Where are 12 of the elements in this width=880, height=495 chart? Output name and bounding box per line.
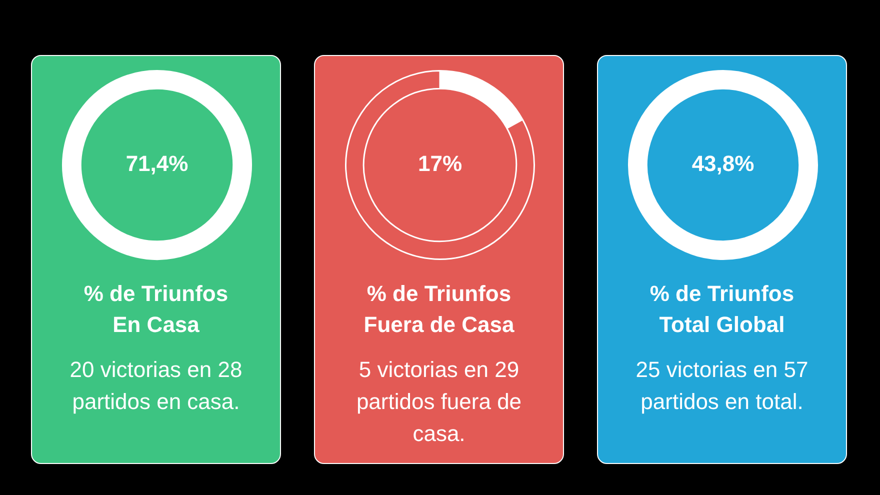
- data-label: 17%: [418, 151, 462, 176]
- text: % de Triunfos: [650, 281, 794, 306]
- text: % de Triunfos: [84, 281, 228, 306]
- text: Total Global: [659, 312, 785, 337]
- text: Fuera de Casa: [364, 312, 514, 337]
- text: En Casa: [112, 312, 200, 337]
- text: % de Triunfos: [366, 281, 512, 306]
- data-label: 71,4%: [126, 151, 188, 176]
- data-label: 43,8%: [692, 151, 754, 176]
- text: 25 victorias en 57 partidos en total.: [634, 356, 810, 416]
- text: 20 victorias en 28 partidos en casa.: [68, 356, 244, 416]
- text: 5 victorias en 29 partidos fuera de casa.: [355, 356, 523, 448]
